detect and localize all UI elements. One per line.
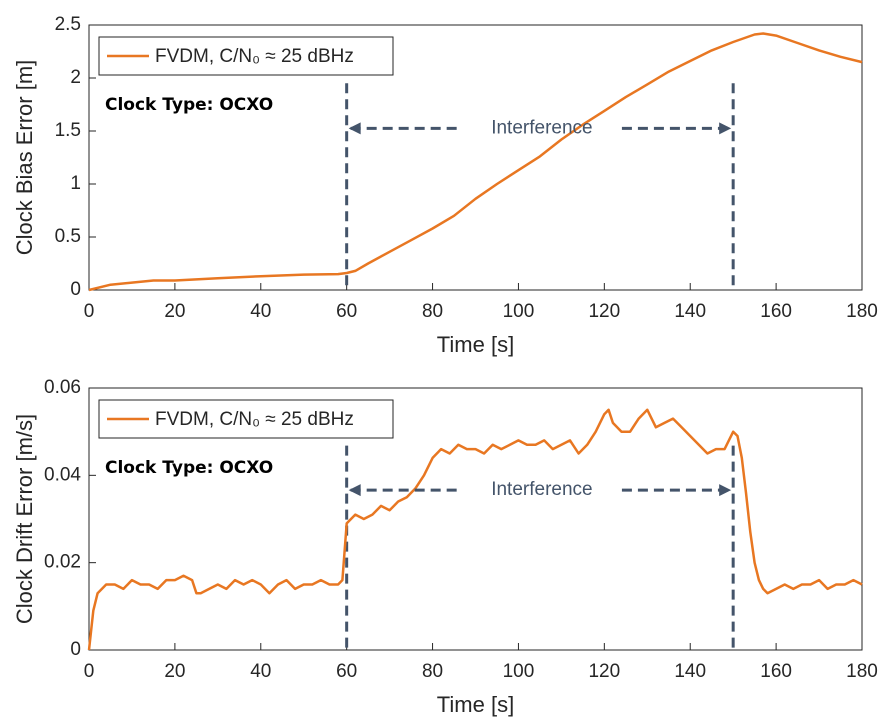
y-tick-label: 0 bbox=[70, 279, 81, 300]
y-tick-label: 1.5 bbox=[55, 120, 81, 141]
x-tick-label: 160 bbox=[760, 661, 792, 682]
x-tick-label: 60 bbox=[336, 661, 357, 682]
x-tick-label: 0 bbox=[84, 301, 95, 322]
x-axis-title: Time [s] bbox=[437, 332, 514, 357]
y-axis-title: Clock Drift Error [m/s] bbox=[12, 414, 37, 624]
x-tick-label: 80 bbox=[422, 301, 443, 322]
x-tick-label: 40 bbox=[250, 661, 271, 682]
y-tick-label: 0 bbox=[70, 639, 81, 660]
x-tick-label: 20 bbox=[164, 301, 185, 322]
arrow-head bbox=[719, 122, 732, 135]
data-line bbox=[87, 408, 863, 651]
x-tick-label: 20 bbox=[164, 661, 185, 682]
legend-label: FVDM, C/N₀ ≈ 25 dBHz bbox=[155, 46, 354, 67]
x-axis-title: Time [s] bbox=[437, 692, 514, 717]
x-tick-label: 100 bbox=[503, 301, 535, 322]
y-tick-label: 0.02 bbox=[44, 552, 81, 573]
y-tick-label: 2 bbox=[70, 67, 81, 88]
arrow-head bbox=[719, 484, 732, 497]
y-tick-label: 0.06 bbox=[44, 377, 81, 398]
y-tick-label: 0.5 bbox=[55, 226, 81, 247]
annotation: Clock Type: OCXO bbox=[105, 95, 273, 115]
x-tick-label: 100 bbox=[503, 661, 535, 682]
x-tick-label: 0 bbox=[84, 661, 95, 682]
y-axis-title: Clock Bias Error [m] bbox=[12, 60, 37, 256]
legend-label: FVDM, C/N₀ ≈ 25 dBHz bbox=[155, 409, 354, 430]
arrow-head bbox=[348, 122, 361, 135]
x-tick-label: 40 bbox=[250, 301, 271, 322]
annotation: Interference bbox=[491, 479, 592, 500]
arrow-head bbox=[348, 484, 361, 497]
x-tick-label: 140 bbox=[674, 301, 706, 322]
x-tick-label: 160 bbox=[760, 301, 792, 322]
y-tick-label: 1 bbox=[70, 173, 81, 194]
y-tick-label: 2.5 bbox=[55, 14, 81, 35]
data-line bbox=[88, 32, 863, 292]
x-tick-label: 140 bbox=[674, 661, 706, 682]
x-tick-label: 120 bbox=[588, 661, 620, 682]
y-tick-label: 0.04 bbox=[44, 464, 81, 485]
x-tick-label: 60 bbox=[336, 301, 357, 322]
x-tick-label: 180 bbox=[846, 661, 878, 682]
x-tick-label: 120 bbox=[588, 301, 620, 322]
annotation: Clock Type: OCXO bbox=[105, 458, 273, 478]
annotation: Interference bbox=[491, 117, 592, 138]
x-tick-label: 80 bbox=[422, 661, 443, 682]
x-tick-label: 180 bbox=[846, 301, 878, 322]
